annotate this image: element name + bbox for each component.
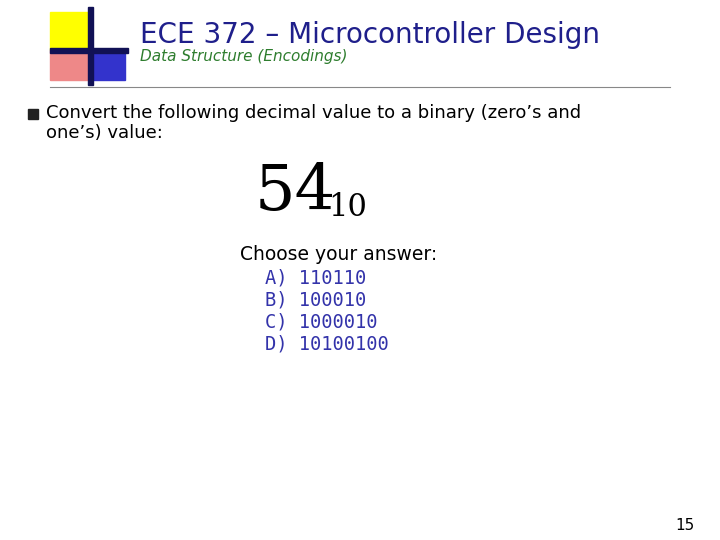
Text: 15: 15: [676, 517, 695, 532]
Text: D) 10100100: D) 10100100: [265, 334, 389, 354]
Bar: [50, 50, 90, 80]
Bar: [88, 7, 93, 85]
Bar: [50, 12, 90, 50]
Text: Convert the following decimal value to a binary (zero’s and: Convert the following decimal value to a…: [46, 104, 581, 122]
Text: ECE 372 – Microcontroller Design: ECE 372 – Microcontroller Design: [140, 21, 600, 49]
Text: 10: 10: [328, 192, 367, 222]
Text: A) 110110: A) 110110: [265, 268, 366, 287]
Text: C) 1000010: C) 1000010: [265, 313, 377, 332]
Text: Data Structure (Encodings): Data Structure (Encodings): [140, 50, 348, 64]
Bar: [90, 50, 125, 80]
Bar: [50, 48, 128, 53]
Text: one’s) value:: one’s) value:: [46, 124, 163, 142]
Text: Choose your answer:: Choose your answer:: [240, 245, 437, 264]
Text: 54: 54: [254, 161, 336, 222]
Text: B) 100010: B) 100010: [265, 291, 366, 309]
Bar: [28, 109, 38, 119]
